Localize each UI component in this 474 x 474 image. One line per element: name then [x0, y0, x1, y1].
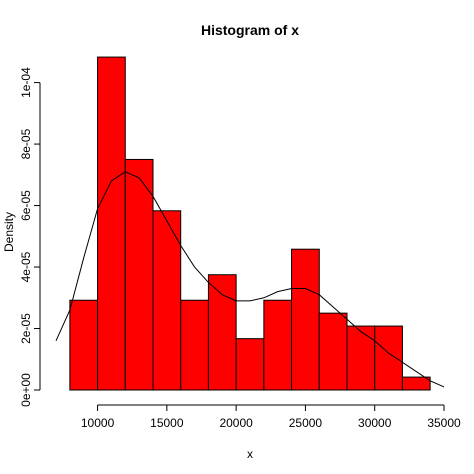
x-tick-label-1: 10000 [81, 416, 115, 430]
x-axis-label: x [247, 447, 253, 461]
x-tick-label-3: 20000 [219, 416, 253, 430]
y-tick-label-4: 6e-05 [19, 190, 33, 221]
density-curve [55, 171, 445, 388]
y-axis: 0e+00 2e-05 4e-05 6e-05 8e-05 1e-04 [19, 67, 41, 407]
histogram-bar-5 [180, 299, 209, 391]
x-axis: 10000 15000 20000 25000 30000 35000 [81, 404, 461, 430]
y-tick-label-2: 2e-05 [19, 313, 33, 344]
histogram-bar-10 [318, 312, 348, 391]
histogram-bar-12 [374, 325, 403, 391]
histogram-bar-6 [207, 274, 237, 391]
histogram-bar-9 [291, 248, 320, 391]
y-tick-label-1: 0e+00 [19, 373, 33, 407]
y-tick-label-3: 4e-05 [19, 251, 33, 282]
x-tick-label-6: 35000 [427, 416, 461, 430]
histogram-bar-7 [235, 338, 265, 391]
histogram-bar-13 [401, 376, 431, 391]
histogram-bar-4 [152, 210, 182, 391]
histogram-bar-1 [69, 299, 99, 391]
histogram-bar-11 [346, 325, 376, 391]
y-axis-label: Density [2, 212, 16, 252]
y-tick-label-5: 8e-05 [19, 128, 33, 159]
x-tick-label-5: 30000 [358, 416, 392, 430]
x-tick-label-4: 25000 [289, 416, 323, 430]
chart-title: Histogram of x [201, 22, 299, 38]
bars-group [69, 56, 431, 391]
histogram-bar-2 [97, 56, 126, 391]
histogram-bar-8 [263, 299, 293, 391]
y-tick-label-6: 1e-04 [19, 67, 33, 98]
x-tick-label-2: 15000 [150, 416, 184, 430]
histogram-bar-3 [124, 158, 154, 391]
